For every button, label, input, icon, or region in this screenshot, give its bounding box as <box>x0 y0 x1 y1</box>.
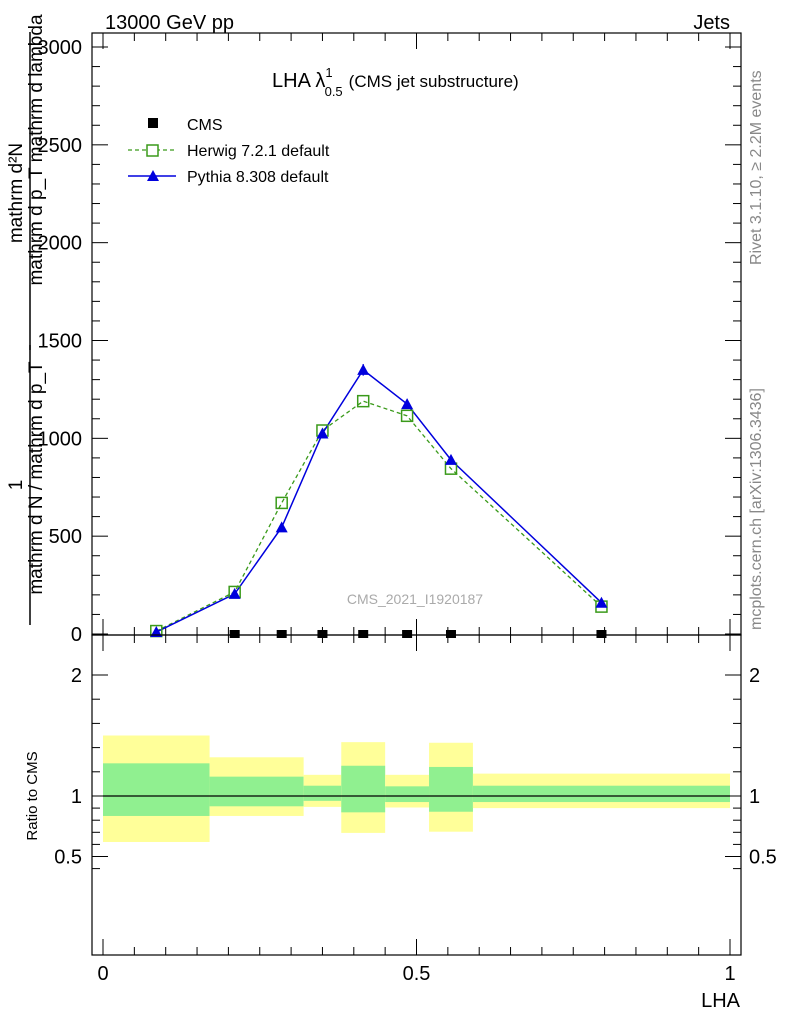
legend-label-herwig: Herwig 7.2.1 default <box>187 143 330 160</box>
chart-title: LHA λ1 0.5 (CMS jet substructure) <box>272 65 519 99</box>
legend-entry-herwig: Herwig 7.2.1 default <box>128 143 330 160</box>
legend-entry-cms: CMS <box>148 117 223 134</box>
main-ytick-label: 3000 <box>38 37 83 59</box>
herwig-point <box>356 394 370 408</box>
x-axis-label: LHA <box>701 990 741 1012</box>
pythia-point <box>357 363 370 375</box>
pythia-point <box>275 521 288 533</box>
pythia-point <box>595 596 608 608</box>
legend-marker-pythia <box>147 170 159 181</box>
legend: CMS Herwig 7.2.1 default Pythia 8.308 de… <box>128 117 330 186</box>
ratio-ylabel: Ratio to CMS <box>24 751 41 840</box>
legend-marker-cms <box>148 118 158 128</box>
title-sub: 0.5 <box>325 84 343 99</box>
ratio-band-inner <box>103 763 210 816</box>
ratio-ytick-label-left: 2 <box>71 665 82 687</box>
pythia-line <box>155 368 602 633</box>
herwig-point <box>400 409 414 423</box>
ratio-ytick-label-left: 0.5 <box>54 847 82 869</box>
ratio-band-inner <box>385 786 430 803</box>
ratio-band-inner <box>209 776 304 807</box>
header-right: Jets <box>693 12 730 34</box>
rivet-label: Rivet 3.1.10, ≥ 2.2M events <box>748 70 765 265</box>
ratio-band-inner <box>303 785 342 801</box>
ratio-ytick-label-right: 0.5 <box>749 847 777 869</box>
main-ytick-label: 500 <box>49 526 82 548</box>
cms-point <box>276 630 287 638</box>
title-main: LHA λ <box>272 70 325 92</box>
cms-point <box>596 630 607 638</box>
main-ylabel: mathrm d²N mathrm d p_T mathrm d lambda … <box>6 14 47 625</box>
ylabel-numerator-top: mathrm d²N <box>6 143 27 243</box>
watermark: CMS_2021_I1920187 <box>347 591 483 607</box>
legend-marker-herwig <box>146 144 159 157</box>
ratio-band-inner <box>341 765 386 813</box>
cms-point <box>358 630 369 638</box>
herwig-point <box>275 496 288 510</box>
legend-entry-pythia: Pythia 8.308 default <box>128 169 329 186</box>
herwig-line <box>156 400 602 632</box>
ylabel-numerator-bottom: mathrm d p_T mathrm d lambda <box>26 14 47 285</box>
mcplots-label: mcplots.cern.ch [arXiv:1306.3436] <box>748 388 765 630</box>
ratio-ytick-label-right: 2 <box>749 665 760 687</box>
ratio-band-inner <box>429 766 473 812</box>
ylabel-one: 1 <box>6 480 27 491</box>
title-rest: (CMS jet substructure) <box>349 72 519 91</box>
ratio-ytick-label-left: 1 <box>71 786 82 808</box>
main-panel: 0 500 1000 1500 2000 2500 3000 <box>38 32 742 646</box>
x-tick-label: 0.5 <box>403 963 431 985</box>
ratio-band-inner <box>472 785 730 803</box>
main-ytick-label: 2500 <box>38 135 83 157</box>
legend-label-pythia: Pythia 8.308 default <box>187 169 329 186</box>
pythia-point <box>150 626 163 638</box>
main-ytick-label: 1000 <box>38 428 83 450</box>
header-left: 13000 GeV pp <box>105 12 234 34</box>
cms-point <box>317 630 328 638</box>
legend-label-cms: CMS <box>187 117 223 134</box>
ratio-panel: 0 0.5 1 0.5 0.5 1 1 2 2 <box>54 634 777 985</box>
cms-point <box>229 630 240 638</box>
x-tick-label: 1 <box>724 963 735 985</box>
cms-point <box>445 630 456 638</box>
cms-point <box>402 630 413 638</box>
main-ytick-label: 2000 <box>38 233 83 255</box>
pythia-point <box>401 398 414 410</box>
title-sup: 1 <box>325 65 332 80</box>
ylabel-denominator: mathrm d N / mathrm d p_T <box>26 361 47 595</box>
pythia-point <box>228 587 241 599</box>
pythia-point <box>444 453 457 465</box>
x-tick-label: 0 <box>97 963 108 985</box>
main-ytick-label: 0 <box>71 624 82 646</box>
ratio-ytick-label-right: 1 <box>749 786 760 808</box>
pythia-point <box>316 427 329 439</box>
main-ytick-label: 1500 <box>38 331 83 353</box>
